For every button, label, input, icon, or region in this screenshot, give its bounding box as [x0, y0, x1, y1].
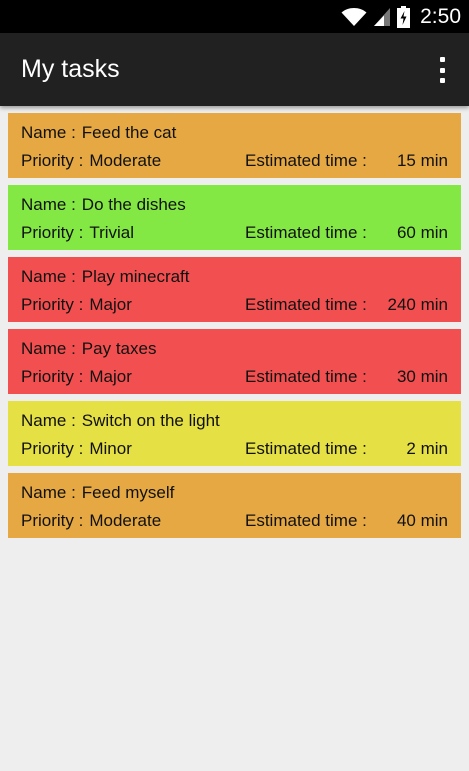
task-name: Feed myself: [81, 483, 175, 502]
overflow-dot: [439, 78, 445, 83]
estimated-time-label: Estimated time :: [245, 223, 367, 242]
task-name: Do the dishes: [81, 195, 186, 214]
task-name: Feed the cat: [81, 123, 177, 142]
task-time-row: Estimated time : 240 min: [245, 295, 448, 315]
priority-label: Priority :: [21, 151, 84, 170]
clock: 2:50: [420, 4, 461, 28]
task-priority: Moderate: [89, 511, 162, 530]
task-time: 40 min: [396, 511, 448, 530]
task-priority-row: Priority : Major: [21, 295, 132, 315]
wifi-icon: [341, 7, 367, 27]
estimated-time-label: Estimated time :: [245, 511, 367, 530]
task-priority-row: Priority : Minor: [21, 439, 132, 459]
task-time: 2 min: [406, 439, 448, 458]
task-time: 240 min: [387, 295, 448, 314]
priority-label: Priority :: [21, 511, 84, 530]
task-list: Name : Feed the cat Priority : Moderate Es…: [8, 113, 461, 545]
task-name-row: Name : Play minecraft: [21, 267, 190, 287]
task-name-row: Name : Switch on the light: [21, 411, 220, 431]
task-priority: Major: [89, 367, 132, 386]
task-name-row: Name : Do the dishes: [21, 195, 186, 215]
task-name-row: Name : Pay taxes: [21, 339, 156, 359]
task-name: Play minecraft: [81, 267, 190, 286]
task-item[interactable]: Name : Feed the cat Priority : Moderate Es…: [8, 113, 461, 178]
estimated-time-label: Estimated time :: [245, 439, 367, 458]
name-label: Name :: [21, 123, 76, 142]
task-time: 30 min: [396, 367, 448, 386]
name-label: Name :: [21, 411, 76, 430]
task-time-row: Estimated time : 30 min: [245, 367, 448, 387]
name-label: Name :: [21, 483, 76, 502]
task-item[interactable]: Name : Do the dishes Priority : Trivial Es…: [8, 185, 461, 250]
task-item[interactable]: Name : Switch on the light Priority : Mino…: [8, 401, 461, 466]
task-priority-row: Priority : Moderate: [21, 151, 161, 171]
task-name-row: Name : Feed the cat: [21, 123, 176, 143]
task-name: Switch on the light: [81, 411, 220, 430]
name-label: Name :: [21, 339, 76, 358]
task-name-row: Name : Feed myself: [21, 483, 174, 503]
task-name: Pay taxes: [81, 339, 157, 358]
app-title: My tasks: [21, 55, 120, 83]
task-item[interactable]: Name : Feed myself Priority : Moderate Est…: [8, 473, 461, 538]
priority-label: Priority :: [21, 223, 84, 242]
task-item[interactable]: Name : Play minecraft Priority : Major Est…: [8, 257, 461, 322]
priority-label: Priority :: [21, 439, 84, 458]
overflow-menu-icon[interactable]: [435, 57, 449, 83]
priority-label: Priority :: [21, 295, 84, 314]
task-time-row: Estimated time : 60 min: [245, 223, 448, 243]
estimated-time-label: Estimated time :: [245, 295, 367, 314]
status-icons: 2:50: [341, 0, 461, 33]
signal-icon: [373, 7, 391, 27]
task-item[interactable]: Name : Pay taxes Priority : Major Estimate…: [8, 329, 461, 394]
task-time-row: Estimated time : 2 min: [245, 439, 448, 459]
task-priority: Moderate: [89, 151, 162, 170]
status-bar: 2:50: [0, 0, 469, 33]
name-label: Name :: [21, 267, 76, 286]
overflow-dot: [439, 57, 445, 62]
task-priority: Trivial: [89, 223, 135, 242]
overflow-dot: [439, 67, 445, 73]
task-time-row: Estimated time : 40 min: [245, 511, 448, 531]
task-priority: Minor: [89, 439, 132, 458]
task-time: 60 min: [396, 223, 448, 242]
task-priority-row: Priority : Major: [21, 367, 132, 387]
action-bar: My tasks: [0, 33, 469, 106]
task-time-row: Estimated time : 15 min: [245, 151, 448, 171]
battery-charging-icon: [397, 5, 411, 28]
estimated-time-label: Estimated time :: [245, 151, 367, 170]
priority-label: Priority :: [21, 367, 84, 386]
task-priority-row: Priority : Moderate: [21, 511, 161, 531]
name-label: Name :: [21, 195, 76, 214]
task-priority-row: Priority : Trivial: [21, 223, 134, 243]
task-time: 15 min: [396, 151, 448, 170]
estimated-time-label: Estimated time :: [245, 367, 367, 386]
task-priority: Major: [89, 295, 132, 314]
